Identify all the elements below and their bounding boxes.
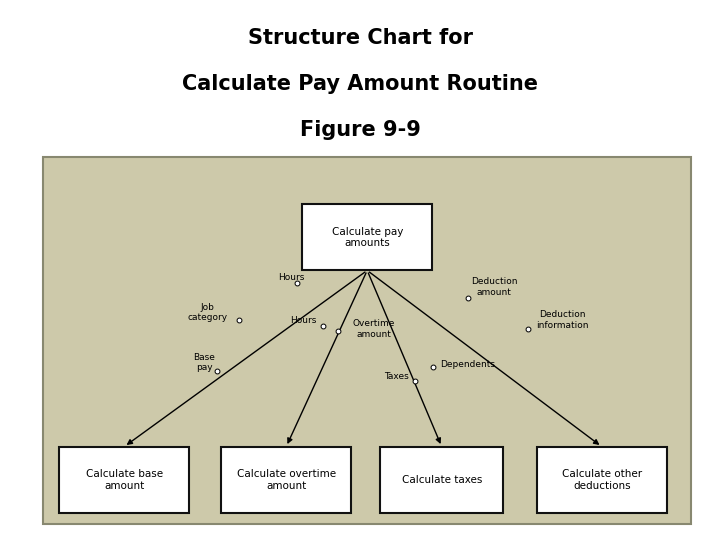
- Text: Job
category: Job category: [188, 303, 228, 322]
- Text: Base
pay: Base pay: [193, 353, 215, 372]
- Text: Calculate Pay Amount Routine: Calculate Pay Amount Routine: [182, 73, 538, 94]
- Bar: [222, 447, 351, 513]
- Bar: [59, 447, 189, 513]
- Bar: [537, 447, 667, 513]
- Text: Deduction
information: Deduction information: [536, 310, 588, 330]
- FancyBboxPatch shape: [43, 157, 691, 524]
- Text: Structure Chart for: Structure Chart for: [248, 28, 472, 48]
- Text: Dependents: Dependents: [440, 360, 495, 369]
- Text: Hours: Hours: [290, 315, 317, 325]
- Bar: [380, 447, 503, 513]
- Text: Calculate other
deductions: Calculate other deductions: [562, 469, 642, 490]
- Text: Calculate overtime
amount: Calculate overtime amount: [237, 469, 336, 490]
- Bar: [302, 204, 432, 271]
- Text: Hours: Hours: [279, 273, 305, 282]
- Text: Calculate base
amount: Calculate base amount: [86, 469, 163, 490]
- Text: Deduction
amount: Deduction amount: [471, 277, 518, 296]
- Text: Calculate taxes: Calculate taxes: [402, 475, 482, 485]
- Text: Overtime
amount: Overtime amount: [353, 320, 395, 339]
- Text: Taxes: Taxes: [384, 373, 409, 381]
- Text: Calculate pay
amounts: Calculate pay amounts: [331, 227, 403, 248]
- Text: Figure 9-9: Figure 9-9: [300, 119, 420, 140]
